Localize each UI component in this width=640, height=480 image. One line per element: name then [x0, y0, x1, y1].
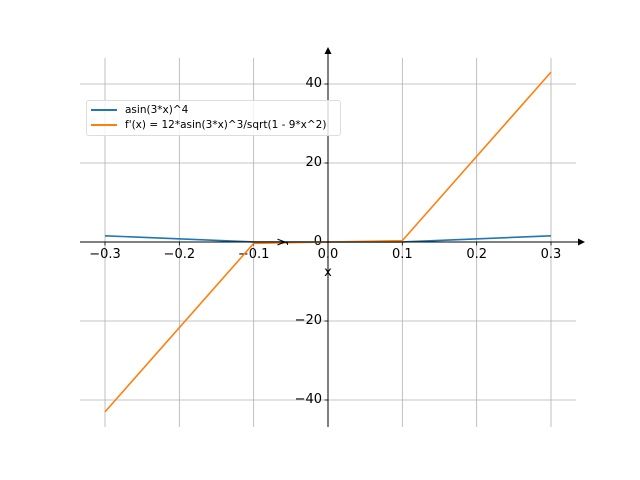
y-tick-label: 20: [305, 155, 322, 170]
legend-item: asin(3*x)^4: [91, 103, 188, 117]
x-tick-label: −0.1: [238, 247, 270, 262]
legend-swatch: [91, 124, 117, 126]
x-tick-label: 0.3: [541, 247, 562, 262]
x-axis-label: x: [324, 265, 332, 280]
x-axis-arrow: [578, 238, 585, 246]
x-tick-label: −0.2: [164, 247, 196, 262]
y-tick-label: −20: [295, 313, 322, 328]
x-tick-label: 0.1: [392, 247, 413, 262]
legend-item: f'(x) = 12*asin(3*x)^3/sqrt(1 - 9*x^2): [91, 118, 326, 132]
legend-swatch: [91, 109, 117, 111]
legend-label: asin(3*x)^4: [125, 104, 189, 116]
y-axis-label: y: [274, 238, 289, 246]
y-tick-label: 40: [305, 76, 322, 91]
x-tick-label: 0.2: [466, 247, 487, 262]
y-tick-label: −40: [295, 392, 322, 407]
x-tick-label: −0.3: [89, 247, 121, 262]
y-axis-arrow: [324, 47, 332, 54]
legend-label: f'(x) = 12*asin(3*x)^3/sqrt(1 - 9*x^2): [125, 119, 327, 131]
legend: asin(3*x)^4 f'(x) = 12*asin(3*x)^3/sqrt(…: [86, 100, 341, 136]
